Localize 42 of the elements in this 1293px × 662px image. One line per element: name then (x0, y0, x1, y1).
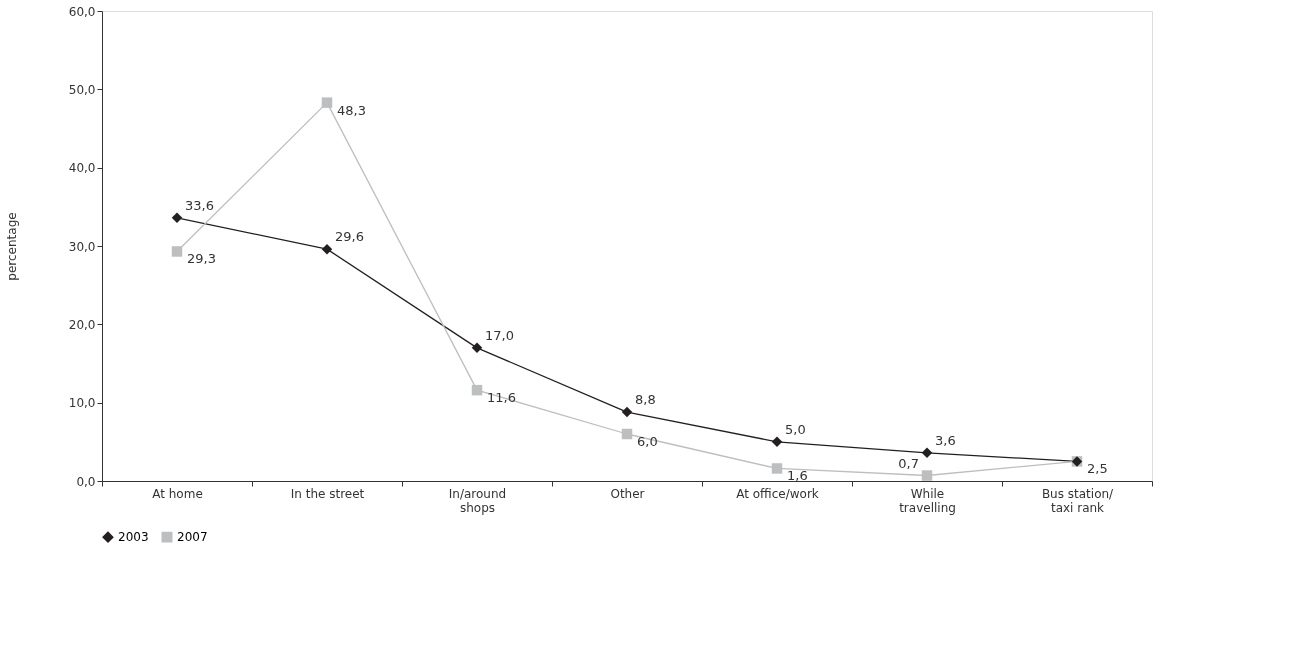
legend-label: 2003 (118, 530, 149, 545)
point (921, 447, 933, 459)
x-tick-label: At office/work (736, 486, 819, 501)
point (171, 212, 183, 224)
point (771, 463, 783, 474)
point (621, 428, 633, 440)
x-tick-label: Bus station/ taxi rank (1041, 486, 1115, 515)
x-tick-label: In the street (290, 486, 365, 501)
data-label: 1,6 (787, 468, 808, 484)
data-label: 48,3 (337, 102, 366, 118)
y-tick-label: 40,0 (68, 161, 96, 176)
data-label: 11,6 (487, 390, 516, 406)
y-tick-label: 30,0 (68, 239, 96, 254)
point (171, 246, 183, 257)
data-label: 33,6 (185, 197, 214, 213)
x-tick-label: Other (610, 486, 645, 501)
x-tick-label: In/around shops (448, 486, 507, 515)
data-label: 29,6 (335, 229, 364, 245)
point (321, 243, 333, 255)
y-tick-label: 0,0 (76, 474, 96, 489)
point (921, 470, 933, 481)
legend-label: 2007 (177, 530, 208, 545)
y-tick-label: 60,0 (68, 4, 96, 19)
x-tick-label: While travelling (899, 486, 956, 515)
point (471, 342, 483, 354)
data-label: 0,7 (898, 455, 919, 471)
data-label: 8,8 (635, 392, 656, 408)
point (471, 384, 483, 396)
point (321, 97, 333, 108)
point (771, 436, 783, 448)
data-label: 29,3 (187, 251, 216, 267)
data-label: 5,0 (785, 421, 806, 437)
y-tick-label: 10,0 (68, 396, 96, 411)
data-label: 3,6 (935, 432, 956, 448)
data-label: 17,0 (485, 327, 514, 343)
data-label: 2,5 (1087, 461, 1108, 477)
y-axis-title: percentage (4, 212, 19, 281)
data-label: 6,0 (637, 434, 658, 449)
y-tick-label: 50,0 (68, 82, 96, 97)
y-tick-label: 20,0 (68, 317, 96, 332)
point (621, 406, 633, 418)
x-tick-label: At home (152, 486, 203, 501)
